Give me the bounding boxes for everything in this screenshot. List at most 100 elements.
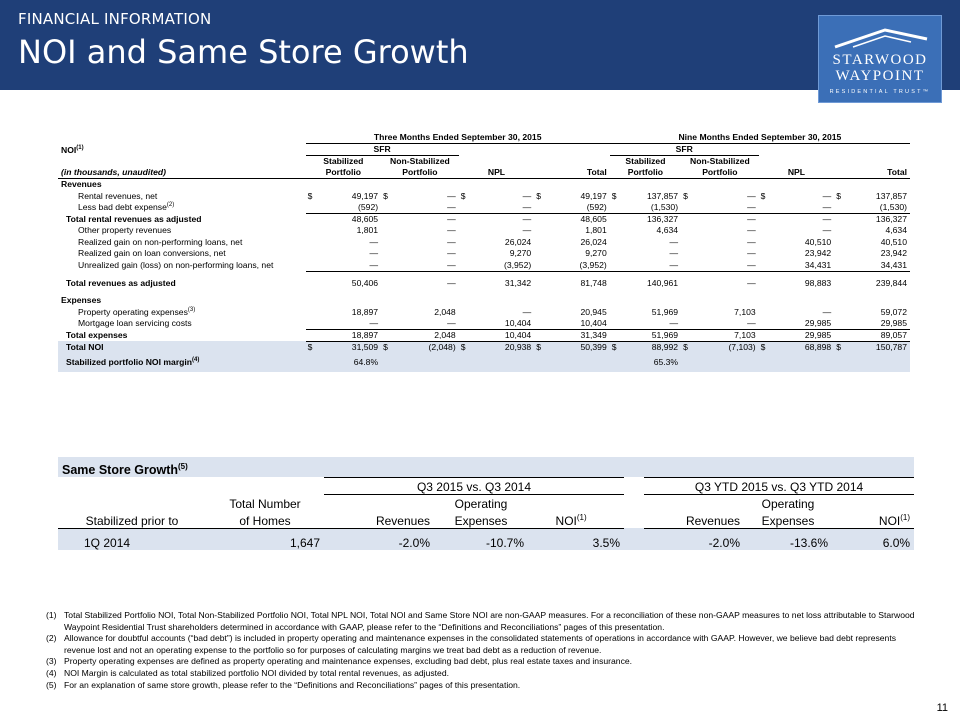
- section-kicker: FINANCIAL INFORMATION: [18, 10, 212, 28]
- row-total-rev: Total revenues as adjusted 50,406 — 31,342 8…: [58, 277, 910, 289]
- ss-homes: 1,647: [206, 528, 324, 550]
- ss-q-exp: -10.7%: [434, 528, 528, 550]
- cell-value: —: [447, 213, 456, 224]
- cell-value: —: [822, 213, 832, 224]
- cell-value: —: [369, 248, 379, 259]
- cell-value: 34,431: [846, 259, 910, 272]
- cell-value: 18,897: [351, 306, 379, 317]
- cell-value: 89,057: [846, 329, 910, 342]
- col-stabilized-3m: Stabilized: [323, 156, 364, 167]
- cell-value: —: [747, 248, 756, 259]
- col-nonstabilized-3m: Non-Stabilized: [390, 156, 450, 167]
- roof-icon: [834, 28, 928, 49]
- ss-col-homes-2: of Homes: [206, 511, 324, 529]
- row-label: Total rental revenues as adjusted: [66, 213, 202, 224]
- cell-value: 9,270: [509, 248, 532, 259]
- cell-value: 23,942: [804, 248, 832, 259]
- cell-value: 51,969: [622, 329, 682, 342]
- row-label: Total revenues as adjusted: [66, 277, 176, 288]
- ss-title: Same Store Growth(5): [58, 457, 915, 477]
- cell-value: —: [369, 236, 379, 247]
- col-portfolio-3m: Portfolio: [305, 167, 382, 180]
- currency-sign: $: [683, 190, 688, 201]
- col-total-9m: Total: [834, 167, 910, 180]
- footnote: (2) Allowance for doubtful accounts (“bad…: [46, 633, 897, 655]
- cell-value: (3,952): [471, 259, 535, 272]
- cell-value: —: [747, 277, 756, 288]
- row-label: Property operating expenses(3): [78, 306, 196, 317]
- row-other: Other property revenues 1,801 — — 1,801 4,634…: [58, 225, 910, 237]
- row-rental: Rental revenues, net $49,197 $ — $ — $49,197 $1…: [58, 190, 910, 202]
- ss-period-ytd: Q3 YTD 2015 vs. Q3 YTD 2014: [644, 476, 915, 495]
- cell-value: 150,787: [846, 341, 910, 353]
- currency-sign: $: [681, 341, 694, 353]
- col-portfolio-ns-3m: Portfolio: [381, 167, 459, 180]
- footnote: (5) For an explanation of same store grow…: [46, 679, 521, 690]
- cell-value: 50,406: [351, 277, 379, 288]
- currency-sign: $: [458, 341, 472, 353]
- row-opex: Property operating expenses(3) 18,897 2,04…: [58, 306, 910, 318]
- cell-value: 7,103: [734, 306, 756, 317]
- cell-value: —: [693, 201, 759, 214]
- cell-value: 1,801: [585, 225, 607, 236]
- cell-value: 31,342: [504, 277, 532, 288]
- row-label: Realized gain on non-performing loans, n…: [78, 236, 243, 247]
- ss-col-noi-y: NOI(1): [832, 511, 915, 529]
- cell-value: —: [471, 201, 535, 214]
- cell-value: (592): [546, 201, 610, 214]
- noi-table: Three Months Ended September 30, 2015 Ni…: [58, 132, 910, 373]
- cell-value: 23,942: [880, 248, 907, 259]
- cell-value: (7,103): [693, 341, 759, 353]
- cell-value: —: [522, 190, 532, 201]
- cell-value: 81,748: [580, 277, 607, 288]
- col-total-3m: Total: [534, 167, 610, 180]
- ss-header-row-2: Stabilized prior to of Homes Revenues Ex…: [58, 511, 915, 529]
- cell-value: —: [393, 259, 459, 272]
- cell-value: 137,857: [646, 190, 679, 201]
- row-baddebt: Less bad debt expense(2) (592) — — (592) (1,5…: [58, 201, 910, 214]
- cell-value: 4,634: [885, 225, 907, 236]
- cell-value: 9,270: [585, 248, 607, 259]
- currency-sign: $: [534, 341, 547, 353]
- currency-sign: $: [536, 190, 541, 201]
- col-npl-9m: NPL: [758, 167, 835, 180]
- cell-value: 140,961: [646, 277, 679, 288]
- cell-value: 7,103: [693, 329, 759, 342]
- cell-value: 31,349: [546, 329, 610, 342]
- ss-q-noi: 3.5%: [528, 528, 624, 550]
- logo-line-3: RESIDENTIAL TRUST™: [829, 89, 931, 95]
- ss-col-noi-q: NOI(1): [528, 511, 624, 529]
- currency-sign: $: [834, 341, 847, 353]
- ss-col-opex-y-2: Expenses: [744, 511, 832, 529]
- ss-col-homes-1: Total Number: [229, 497, 301, 511]
- cell-value: —: [747, 213, 756, 224]
- cell-value: 137,857: [875, 190, 907, 201]
- cell-value: —: [669, 236, 679, 247]
- cell-value: —: [822, 190, 832, 201]
- ss-stab: 1Q 2014: [58, 528, 206, 550]
- ss-col-opex-q-1: Operating: [454, 497, 508, 511]
- row-label: Rental revenues, net: [78, 190, 158, 201]
- ss-y-noi: 6.0%: [832, 528, 915, 550]
- ss-title-row: Same Store Growth(5): [58, 457, 915, 477]
- cell-value: 51,969: [651, 306, 679, 317]
- currency-sign: $: [307, 190, 313, 201]
- col-portfolio-ns-9m: Portfolio: [681, 167, 759, 180]
- cell-value: —: [522, 306, 532, 317]
- cell-value: 4,634: [656, 225, 679, 236]
- currency-sign: $: [609, 341, 623, 353]
- ss-col-opex-q-2: Expenses: [434, 511, 528, 529]
- cell-value: —: [822, 306, 832, 317]
- noi-label: NOI(1): [61, 144, 84, 155]
- ss-col-stab: Stabilized prior to: [58, 511, 206, 529]
- cell-value: —: [669, 248, 679, 259]
- margin-3m: 64.8%: [318, 356, 382, 369]
- cell-value: —: [747, 236, 756, 247]
- cell-value: 49,197: [351, 190, 379, 201]
- cell-value: 2,048: [434, 306, 456, 317]
- cell-value: —: [693, 259, 759, 272]
- ss-y-rev: -2.0%: [644, 528, 744, 550]
- cell-value: (3,952): [546, 259, 610, 272]
- row-mortgage: Mortgage loan servicing costs — — 10,404 10,…: [58, 317, 910, 330]
- cell-value: 40,510: [880, 236, 907, 247]
